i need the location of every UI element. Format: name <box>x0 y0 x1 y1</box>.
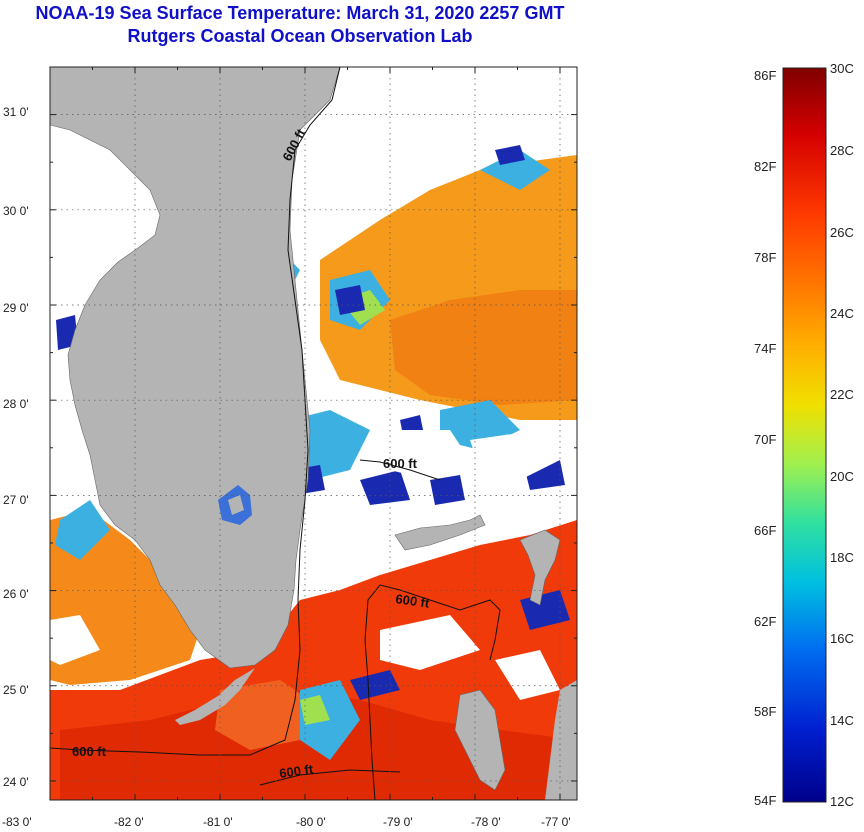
y-tick-label: 26 0' <box>3 587 29 601</box>
florida-keys <box>175 668 255 725</box>
colorbar-f-label: 58F <box>754 704 776 719</box>
contour-label-gulf: 600 ft <box>72 744 107 759</box>
colorbar-f-label: 74F <box>754 341 776 356</box>
temperature-colorbar: 86F 82F 78F 74F 70F 66F 62F 58F 54F 30C … <box>754 61 854 809</box>
contour-label-bahamas: 600 ft <box>383 456 418 471</box>
sst-plot-area: 600 ft 600 ft 600 ft 600 ft 600 ft <box>50 67 577 800</box>
colorbar-c-label: 28C <box>830 143 854 158</box>
y-tick-label: 28 0' <box>3 397 29 411</box>
colorbar-celsius-labels: 30C 28C 26C 24C 22C 20C 18C 16C 14C 12C <box>830 61 854 809</box>
x-tick-label: -83 0' <box>2 815 32 829</box>
lake-okeechobee-center <box>228 495 244 515</box>
axis-ticks <box>49 66 577 800</box>
colorbar-fahrenheit-labels: 86F 82F 78F 74F 70F 66F 62F 58F 54F <box>754 68 776 808</box>
bathymetry-contours <box>50 67 501 800</box>
abaco-island <box>519 529 561 606</box>
y-tick-label: 30 0' <box>3 204 29 218</box>
x-tick-label: -80 0' <box>296 815 326 829</box>
colorbar-f-label: 78F <box>754 250 776 265</box>
colorbar-f-label: 54F <box>754 793 776 808</box>
colorbar-c-label: 20C <box>830 469 854 484</box>
colorbar-gradient <box>782 67 827 803</box>
colorbar-c-label: 24C <box>830 306 854 321</box>
x-axis-labels: -83 0' -82 0' -81 0' -80 0' -79 0' -78 0… <box>2 815 571 829</box>
colorbar-f-label: 70F <box>754 432 776 447</box>
colorbar-c-label: 18C <box>830 550 854 565</box>
plot-frame <box>49 66 578 801</box>
x-tick-label: -77 0' <box>541 815 571 829</box>
colorbar-c-label: 12C <box>830 794 854 809</box>
y-tick-label: 25 0' <box>3 683 29 697</box>
map-title: NOAA-19 Sea Surface Temperature: March 3… <box>35 3 565 23</box>
contour-label-south: 600 ft <box>278 761 314 781</box>
x-tick-label: -81 0' <box>203 815 233 829</box>
colorbar-f-label: 62F <box>754 614 776 629</box>
colorbar-c-label: 14C <box>830 713 854 728</box>
colorbar-f-label: 66F <box>754 523 776 538</box>
x-tick-label: -82 0' <box>114 815 144 829</box>
y-axis-labels: 24 0' 25 0' 26 0' 27 0' 28 0' 29 0' 30 0… <box>3 105 29 789</box>
colorbar-c-label: 30C <box>830 61 854 76</box>
x-tick-label: -79 0' <box>383 815 413 829</box>
y-tick-label: 24 0' <box>3 775 29 789</box>
graticule <box>50 67 577 800</box>
orange-water-south <box>215 680 310 750</box>
colorbar-f-label: 86F <box>754 68 776 83</box>
y-tick-label: 29 0' <box>3 301 29 315</box>
colorbar-f-label: 82F <box>754 159 776 174</box>
grand-bahama-island <box>394 514 486 551</box>
andros-island <box>454 689 506 791</box>
y-tick-label: 27 0' <box>3 493 29 507</box>
cuba-coast <box>545 680 577 800</box>
colorbar-c-label: 22C <box>830 387 854 402</box>
colorbar-c-label: 16C <box>830 631 854 646</box>
x-tick-label: -78 0' <box>471 815 501 829</box>
y-tick-label: 31 0' <box>3 105 29 119</box>
orange-water-region-east <box>390 290 577 405</box>
colorbar-c-label: 26C <box>830 225 854 240</box>
map-subtitle: Rutgers Coastal Ocean Observation Lab <box>127 26 473 46</box>
contour-label-straits: 600 ft <box>395 591 431 611</box>
